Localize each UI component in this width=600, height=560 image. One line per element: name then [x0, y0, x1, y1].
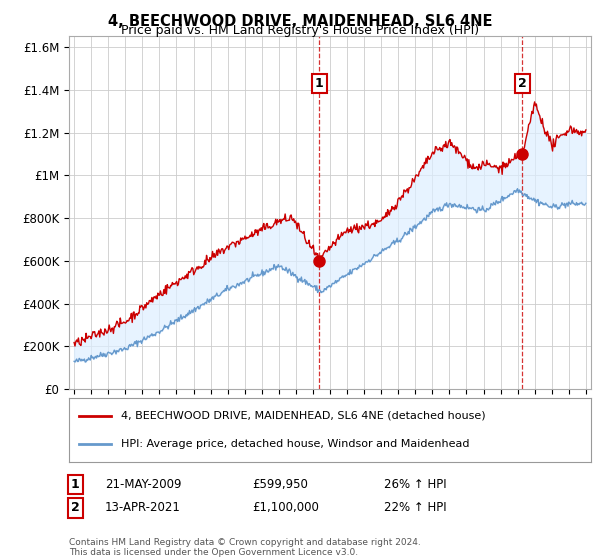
- Text: 2: 2: [518, 77, 527, 90]
- Text: 2: 2: [71, 501, 79, 515]
- Text: HPI: Average price, detached house, Windsor and Maidenhead: HPI: Average price, detached house, Wind…: [121, 439, 470, 449]
- Text: 22% ↑ HPI: 22% ↑ HPI: [384, 501, 446, 515]
- Text: 1: 1: [71, 478, 79, 491]
- Text: 13-APR-2021: 13-APR-2021: [105, 501, 181, 515]
- Text: £599,950: £599,950: [252, 478, 308, 491]
- Text: 26% ↑ HPI: 26% ↑ HPI: [384, 478, 446, 491]
- Text: 1: 1: [315, 77, 324, 90]
- Text: 21-MAY-2009: 21-MAY-2009: [105, 478, 182, 491]
- Text: Contains HM Land Registry data © Crown copyright and database right 2024.
This d: Contains HM Land Registry data © Crown c…: [69, 538, 421, 557]
- Text: 4, BEECHWOOD DRIVE, MAIDENHEAD, SL6 4NE (detached house): 4, BEECHWOOD DRIVE, MAIDENHEAD, SL6 4NE …: [121, 410, 486, 421]
- Text: 4, BEECHWOOD DRIVE, MAIDENHEAD, SL6 4NE: 4, BEECHWOOD DRIVE, MAIDENHEAD, SL6 4NE: [108, 14, 492, 29]
- Text: Price paid vs. HM Land Registry's House Price Index (HPI): Price paid vs. HM Land Registry's House …: [121, 24, 479, 37]
- Text: £1,100,000: £1,100,000: [252, 501, 319, 515]
